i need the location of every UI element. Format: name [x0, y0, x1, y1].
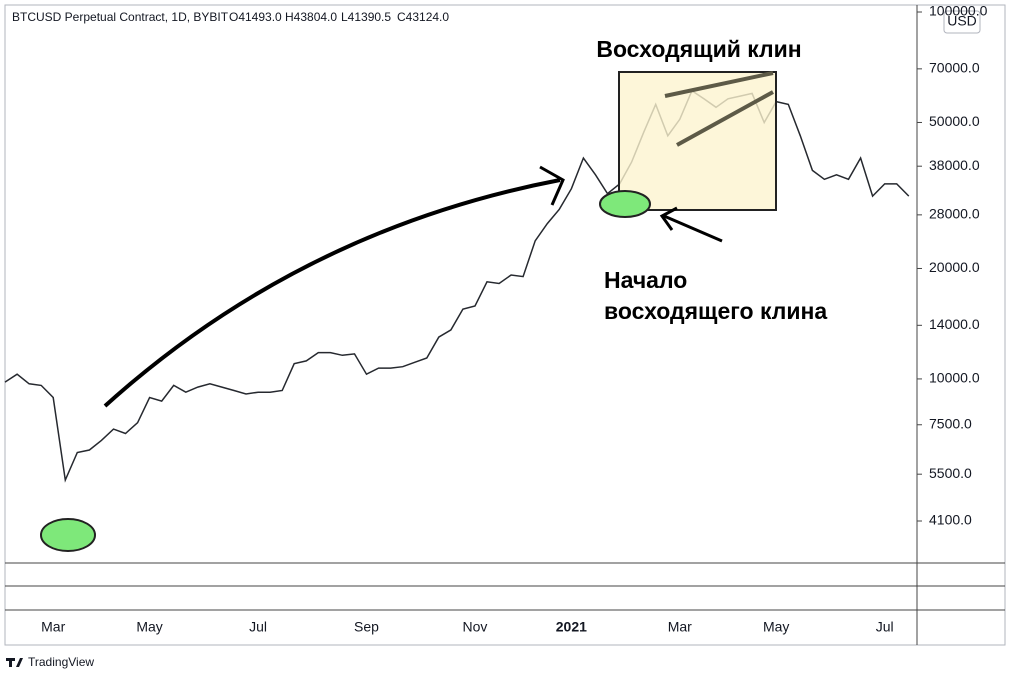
arrow-head: [539, 165, 565, 206]
x-tick-label: Jul: [249, 619, 267, 635]
wedge-line: [664, 71, 774, 98]
annotation: восходящего клина: [604, 298, 827, 324]
y-tick-label: 14000.0: [929, 316, 980, 332]
ohlc-low: L41390.5: [341, 10, 391, 24]
arrow-head: [659, 206, 678, 231]
y-tick-label: 50000.0: [929, 113, 980, 129]
ohlc-open: O41493.0: [229, 10, 282, 24]
y-tick-label: 4100.0: [929, 512, 972, 528]
y-tick-label: 38000.0: [929, 157, 980, 173]
brand: TradingView: [28, 655, 94, 669]
annotation: Начало: [604, 267, 687, 293]
ohlc-close: C43124.0: [397, 10, 449, 24]
wedge-line: [676, 90, 774, 147]
annotation: Восходящий клин: [596, 36, 801, 62]
y-tick-label: 7500.0: [929, 415, 972, 431]
x-tick-label: Jul: [876, 619, 894, 635]
x-tick-label: May: [763, 619, 789, 635]
y-tick-label: 20000.0: [929, 259, 980, 275]
x-tick-label: Mar: [668, 619, 692, 635]
x-tick-label: Mar: [41, 619, 65, 635]
x-tick-label: Sep: [354, 619, 379, 635]
y-tick-label: 100000.0: [929, 3, 988, 19]
currency[interactable]: USD: [947, 13, 977, 29]
arrow: [663, 214, 723, 243]
frame: [4, 4, 1006, 646]
y-tick-label: 5500.0: [929, 465, 972, 481]
brand-logo: [6, 658, 23, 667]
wedge-box: [618, 71, 777, 211]
y-tick-label: 70000.0: [929, 60, 980, 76]
x-tick-label: Nov: [462, 619, 487, 635]
x-tick-label: May: [136, 619, 162, 635]
symbol-header: BTCUSD Perpetual Contract, 1D, BYBIT: [12, 10, 229, 24]
x-tick-label: 2021: [556, 619, 587, 635]
highlight-ellipse: [599, 190, 651, 218]
y-tick-label: 28000.0: [929, 206, 980, 222]
ohlc-high: H43804.0: [285, 10, 337, 24]
y-tick-label: 10000.0: [929, 370, 980, 386]
currency-box[interactable]: [943, 10, 981, 34]
highlight-ellipse: [40, 518, 96, 552]
arrow: [103, 178, 561, 408]
